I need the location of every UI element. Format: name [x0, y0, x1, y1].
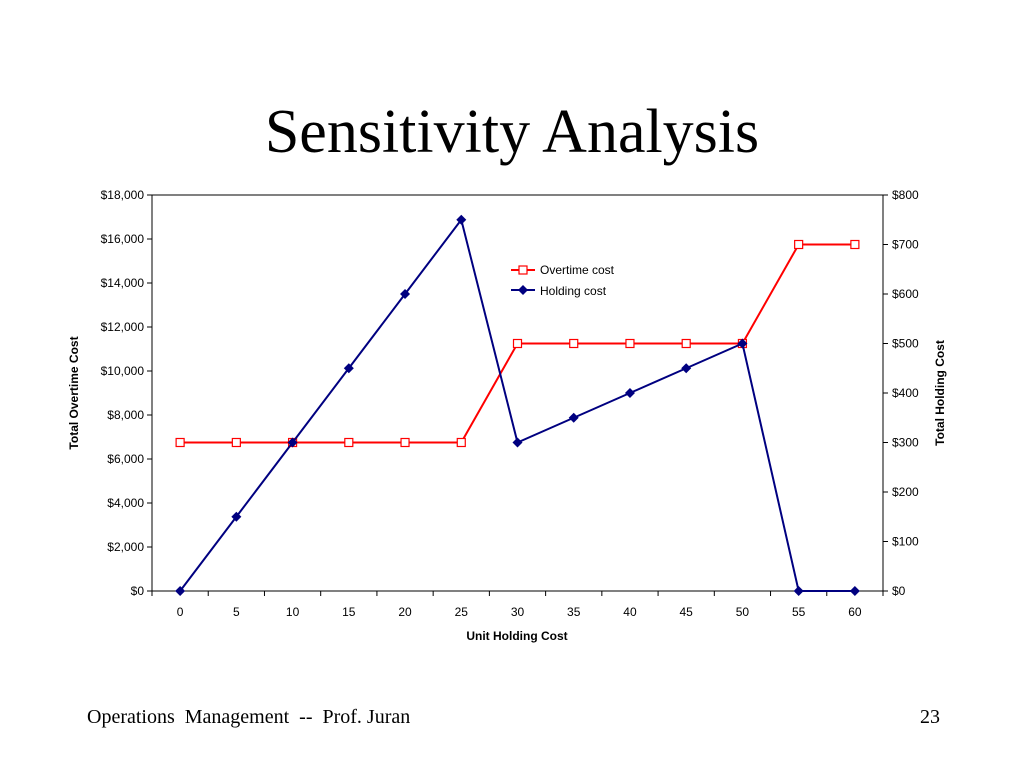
series-layer [175, 214, 860, 596]
y2-tick-label: $600 [892, 287, 919, 301]
legend-marker-overtime [518, 265, 528, 275]
data-point-holding-cost [287, 437, 298, 448]
x-tick-label: 40 [623, 605, 637, 619]
legend-label-holding: Holding cost [540, 284, 607, 298]
y-tick-label: $14,000 [101, 276, 145, 290]
data-point-holding-cost [400, 289, 411, 299]
y-tick-label: $2,000 [107, 540, 144, 554]
x-tick-label: 45 [680, 605, 694, 619]
x-tick-label: 60 [848, 605, 862, 619]
x-tick-label: 0 [177, 605, 184, 619]
data-point-overtime-cost [231, 437, 241, 448]
x-tick-label: 25 [455, 605, 469, 619]
legend-label-overtime: Overtime cost [540, 263, 615, 277]
y-tick-label: $6,000 [107, 452, 144, 466]
data-point-overtime-cost [625, 338, 635, 349]
data-point-overtime-cost [569, 338, 579, 349]
data-point-holding-cost [624, 388, 635, 398]
legend: Overtime cost Holding cost [507, 258, 633, 300]
y-tick-label: $8,000 [107, 408, 144, 422]
x-tick-label: 50 [736, 605, 750, 619]
y-tick-label: $18,000 [101, 188, 145, 202]
legend-marker-holding [518, 285, 528, 295]
data-point-overtime-cost [794, 239, 804, 250]
y2-tick-label: $800 [892, 188, 919, 202]
y-tick-label: $10,000 [101, 364, 145, 378]
footer-course: Operations Management -- Prof. Juran [87, 706, 411, 728]
data-point-overtime-cost [512, 338, 523, 349]
page-number: 23 [920, 706, 940, 728]
data-point-overtime-cost [400, 437, 410, 448]
y-axis-label: Total Overtime Cost [67, 336, 81, 449]
y2-tick-label: $700 [892, 238, 919, 252]
data-point-holding-cost [849, 586, 860, 596]
data-point-overtime-cost [456, 437, 466, 448]
x-tick-label: 5 [233, 605, 240, 619]
data-point-holding-cost [568, 412, 579, 423]
x-axis-label: Unit Holding Cost [466, 629, 567, 643]
y2-axis-label: Total Holding Cost [933, 340, 947, 446]
legend-box [507, 258, 633, 300]
data-point-holding-cost [681, 363, 692, 374]
y-tick-label: $4,000 [107, 496, 144, 510]
y2-tick-label: $100 [892, 535, 919, 549]
data-point-holding-cost [231, 511, 242, 522]
data-point-holding-cost [175, 586, 186, 596]
x-tick-label: 55 [792, 605, 806, 619]
data-point-holding-cost [793, 586, 804, 596]
x-tick-label: 35 [567, 605, 581, 619]
y-tick-label: $12,000 [101, 320, 145, 334]
slide-title: Sensitivity Analysis [264, 98, 760, 166]
data-point-holding-cost [512, 437, 523, 448]
y2-tick-label: $300 [892, 436, 919, 450]
plot-area [151, 194, 884, 592]
y-tick-label: $16,000 [101, 232, 145, 246]
data-point-holding-cost [456, 214, 467, 225]
x-tick-label: 20 [398, 605, 412, 619]
x-tick-label: 30 [511, 605, 525, 619]
y2-tick-label: $500 [892, 337, 919, 351]
y2-tick-label: $0 [892, 584, 906, 598]
data-point-overtime-cost [681, 338, 691, 349]
y-tick-label: $0 [131, 584, 145, 598]
data-point-overtime-cost [850, 239, 860, 250]
y2-tick-label: $400 [892, 386, 919, 400]
data-point-overtime-cost [175, 437, 185, 448]
data-point-overtime-cost [344, 437, 354, 448]
data-point-holding-cost [737, 338, 748, 349]
data-point-holding-cost [343, 363, 354, 374]
x-tick-label: 15 [342, 605, 356, 619]
y2-tick-label: $200 [892, 485, 919, 499]
x-tick-label: 10 [286, 605, 300, 619]
axes: $0 $2,000 $4,000 $6,000 $8,000 $10,000 $12,000… [101, 188, 919, 619]
